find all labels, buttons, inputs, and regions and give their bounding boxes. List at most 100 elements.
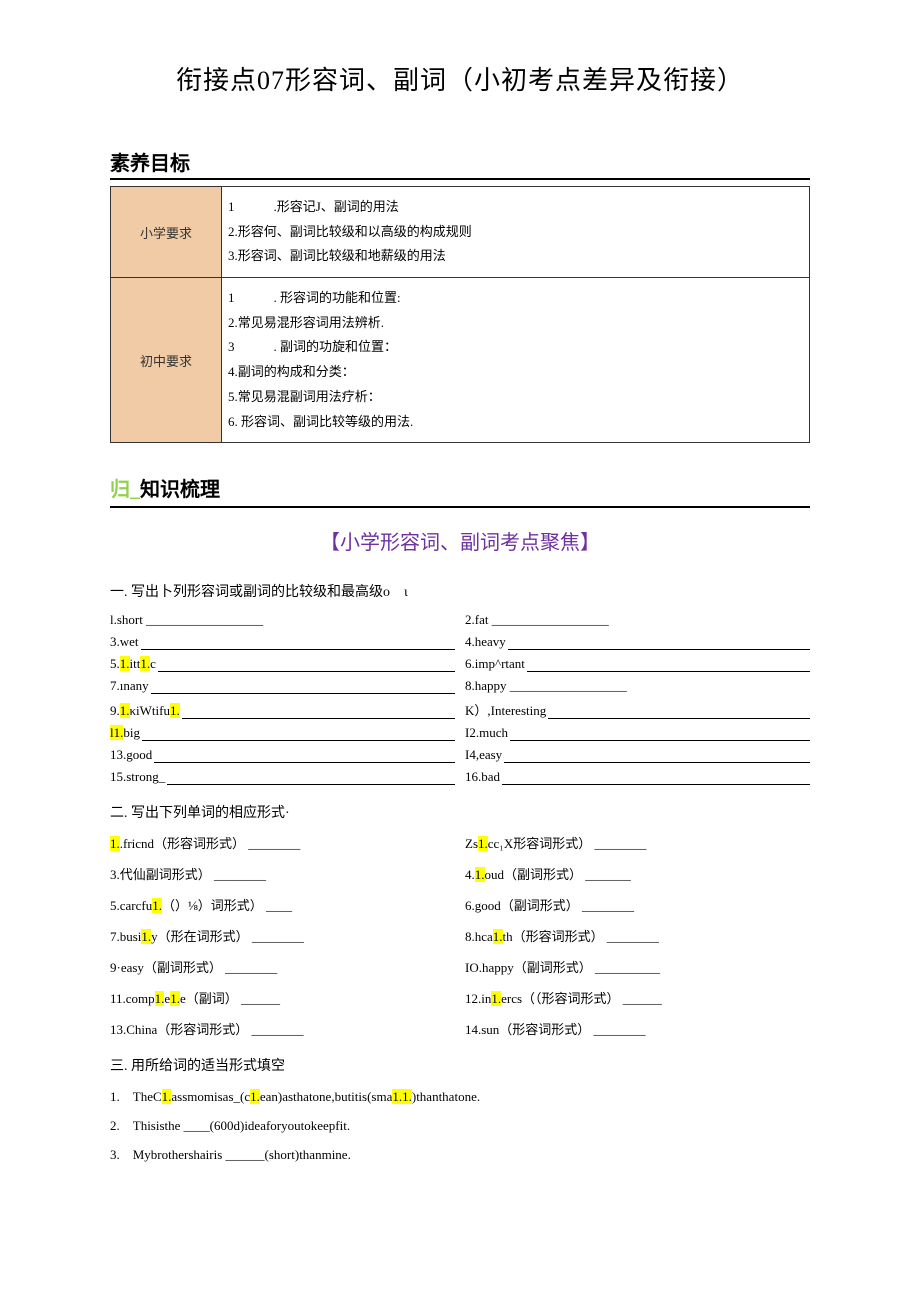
sentence-item: 1. TheC1.assmomisas_(c1.ean)asthatone,bu… — [110, 1083, 810, 1112]
text: 4.1.oud（副词形式） _______ — [465, 864, 631, 883]
text: I2.much — [465, 725, 508, 741]
list-item: 11.comp1.e1.e（副词） ______ — [110, 985, 455, 1010]
list-item: Zs1.cc₁X形容词形式） ________ — [465, 830, 810, 855]
text: 6.good（副词形式） ________ — [465, 895, 634, 914]
requirements-table: 小学要求 1 .形容记J、副词的用法 2.形容何、副词比较级和以高级的构成规则 … — [110, 186, 810, 443]
exercise-2-grid: 1..fricnd（形容词形式） ________ Zs1.cc₁X形容词形式）… — [110, 830, 810, 1041]
sentence-item: 2. Thisisthe ____(600d)ideaforyoutokeepf… — [110, 1112, 810, 1141]
text: 13.good — [110, 747, 152, 763]
text: IO.happy（副词形式） __________ — [465, 957, 660, 976]
text: 8.hca1.th（形容词形式） ________ — [465, 926, 659, 945]
list-item: l1.big — [110, 722, 455, 744]
knowledge-prefix: 归_ — [110, 479, 140, 501]
text: 11.comp1.e1.e（副词） ______ — [110, 988, 280, 1007]
list-item: 13.China（形容词形式） ________ — [110, 1016, 455, 1041]
text: 5.carcfu1.（）⅛）词形式） ____ — [110, 895, 292, 914]
blank-line — [508, 649, 810, 650]
text: l.short __________________ — [110, 612, 263, 628]
text: 1 . 形容词的功能和位置: 2.常见易混形容词用法辨析. 3 . 副词的功旋和… — [228, 290, 413, 428]
list-item: l.short __________________ — [110, 609, 455, 631]
blank-line — [151, 693, 455, 694]
text: K）,Interesting — [465, 700, 546, 719]
list-item: 2.fat __________________ — [465, 609, 810, 631]
exercise-3-list: 1. TheC1.assmomisas_(c1.ean)asthatone,bu… — [110, 1083, 810, 1169]
blank-line — [142, 740, 455, 741]
list-item: K）,Interesting — [465, 697, 810, 722]
table-row: 初中要求 1 . 形容词的功能和位置: 2.常见易混形容词用法辨析. 3 . 副… — [111, 278, 810, 443]
text: Zs1.cc₁X形容词形式） ________ — [465, 833, 646, 852]
text: 6.imp^rtant — [465, 656, 525, 672]
list-item: 8.hca1.th（形容词形式） ________ — [465, 923, 810, 948]
document-page: 衔接点07形容词、副词（小初考点差异及衔接） 素养目标 小学要求 1 .形容记J… — [0, 0, 920, 1209]
row-label-primary: 小学要求 — [111, 187, 222, 278]
table-row: 小学要求 1 .形容记J、副词的用法 2.形容何、副词比较级和以高级的构成规则 … — [111, 187, 810, 278]
knowledge-section-header: 归_知识梳理 — [110, 473, 810, 508]
focus-title: 【小学形容词、副词考点聚焦】 — [110, 526, 810, 555]
text: 13.China（形容词形式） ________ — [110, 1019, 304, 1038]
list-item: 6.imp^rtant — [465, 653, 810, 675]
list-item: 6.good（副词形式） ________ — [465, 892, 810, 917]
blank-line — [527, 671, 810, 672]
text: 7.ınany — [110, 678, 149, 694]
list-item: 7.busi1.y（形在词形式） ________ — [110, 923, 455, 948]
text: 1. TheC1.assmomisas_(c1.ean)asthatone,bu… — [110, 1089, 480, 1104]
exercise-3-title: 三. 用所给词的适当形式填空 — [110, 1055, 810, 1075]
list-item: 9.1.κiWtifu1. — [110, 697, 455, 722]
text: 14.sun（形容词形式） ________ — [465, 1019, 646, 1038]
list-item: IO.happy（副词形式） __________ — [465, 954, 810, 979]
list-item: 5.1.itt1.c — [110, 653, 455, 675]
text: 4.heavy — [465, 634, 506, 650]
blank-line — [182, 718, 455, 719]
page-title: 衔接点07形容词、副词（小初考点差异及衔接） — [110, 60, 810, 97]
list-item: I2.much — [465, 722, 810, 744]
knowledge-title: 知识梳理 — [140, 479, 220, 501]
text: 9.1.κiWtifu1. — [110, 703, 180, 719]
list-item: 5.carcfu1.（）⅛）词形式） ____ — [110, 892, 455, 917]
blank-line — [504, 762, 810, 763]
text: I4,easy — [465, 747, 502, 763]
list-item: 3.代仙副词形式） ________ — [110, 861, 455, 886]
blank-line — [502, 784, 810, 785]
row-label-middle: 初中要求 — [111, 278, 222, 443]
row-content-middle: 1 . 形容词的功能和位置: 2.常见易混形容词用法辨析. 3 . 副词的功旋和… — [222, 278, 810, 443]
list-item: 3.wet — [110, 631, 455, 653]
list-item: 4.1.oud（副词形式） _______ — [465, 861, 810, 886]
text: 3.wet — [110, 634, 139, 650]
blank-line — [548, 718, 810, 719]
text: l1.big — [110, 725, 140, 741]
text: 3. Mybrothershairis ______(short)thanmin… — [110, 1147, 351, 1162]
goal-section-title: 素养目标 — [110, 153, 190, 175]
text: 16.bad — [465, 769, 500, 785]
text: 3.代仙副词形式） ________ — [110, 864, 266, 883]
blank-line — [167, 784, 455, 785]
list-item: 4.heavy — [465, 631, 810, 653]
text: 8.happy __________________ — [465, 678, 627, 694]
list-item: 9·easy（副词形式） ________ — [110, 954, 455, 979]
list-item: 1..fricnd（形容词形式） ________ — [110, 830, 455, 855]
exercise-1-grid: l.short __________________ 2.fat _______… — [110, 609, 810, 788]
list-item: 15.strong_ — [110, 766, 455, 788]
text: 1..fricnd（形容词形式） ________ — [110, 833, 300, 852]
row-content-primary: 1 .形容记J、副词的用法 2.形容何、副词比较级和以高级的构成规则 3.形容词… — [222, 187, 810, 278]
list-item: 13.good — [110, 744, 455, 766]
sentence-item: 3. Mybrothershairis ______(short)thanmin… — [110, 1141, 810, 1170]
list-item: 14.sun（形容词形式） ________ — [465, 1016, 810, 1041]
blank-line — [510, 740, 810, 741]
list-item: 16.bad — [465, 766, 810, 788]
text: 2.fat __________________ — [465, 612, 609, 628]
text: 7.busi1.y（形在词形式） ________ — [110, 926, 304, 945]
list-item: 12.in1.ercs（（形容词形式） ______ — [465, 985, 810, 1010]
blank-line — [158, 671, 455, 672]
blank-line — [154, 762, 455, 763]
text: 5.1.itt1.c — [110, 656, 156, 672]
exercise-1-title: 一. 写出卜列形容词或副词的比较级和最高级o ι — [110, 581, 810, 601]
text: 12.in1.ercs（（形容词形式） ______ — [465, 988, 662, 1007]
goal-section-header: 素养目标 — [110, 147, 810, 180]
text: 1 .形容记J、副词的用法 2.形容何、副词比较级和以高级的构成规则 3.形容词… — [228, 199, 472, 263]
text: 9·easy（副词形式） ________ — [110, 957, 277, 976]
blank-line — [141, 649, 455, 650]
text: 15.strong_ — [110, 769, 165, 785]
exercise-2-title: 二. 写出下列单词的相应形式· — [110, 802, 810, 822]
text: 2. Thisisthe ____(600d)ideaforyoutokeepf… — [110, 1118, 350, 1133]
list-item: 8.happy __________________ — [465, 675, 810, 697]
